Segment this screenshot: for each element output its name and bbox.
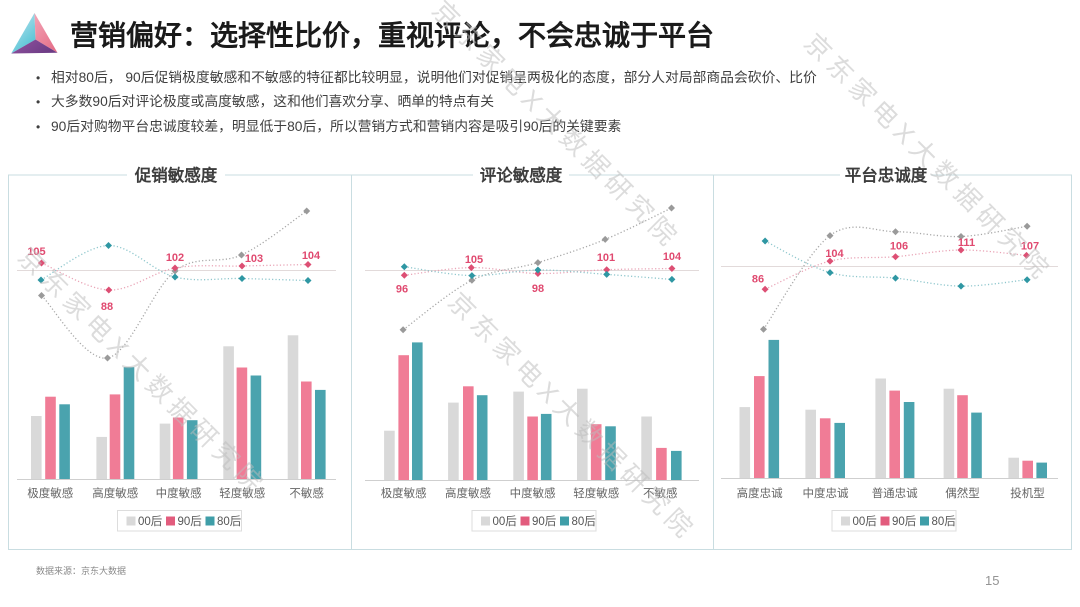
svg-text:偶然型: 偶然型 (945, 486, 980, 500)
svg-text:104: 104 (302, 250, 321, 262)
svg-text:98: 98 (532, 283, 544, 295)
svg-text:轻度敏感: 轻度敏感 (219, 486, 265, 500)
svg-text:90后: 90后 (532, 515, 556, 528)
svg-text:00后: 00后 (493, 515, 517, 528)
svg-text:96: 96 (396, 284, 408, 296)
svg-text:90后: 90后 (892, 515, 916, 528)
svg-text:中度忠诚: 中度忠诚 (803, 486, 849, 500)
svg-text:00后: 00后 (853, 515, 877, 528)
svg-text:高度敏感: 高度敏感 (92, 486, 138, 500)
svg-text:80后: 80后 (572, 515, 596, 528)
svg-text:中度敏感: 中度敏感 (510, 486, 556, 500)
svg-text:投机型: 投机型 (1010, 486, 1045, 500)
svg-text:105: 105 (465, 254, 483, 266)
svg-text:极度敏感: 极度敏感 (381, 486, 427, 500)
svg-text:88: 88 (101, 301, 113, 313)
svg-text:轻度敏感: 轻度敏感 (573, 486, 619, 500)
svg-text:评论敏感度: 评论敏感度 (480, 165, 563, 185)
svg-text:高度敏感: 高度敏感 (445, 486, 491, 500)
svg-text:104: 104 (663, 251, 682, 263)
svg-text:高度忠诚: 高度忠诚 (737, 486, 783, 500)
svg-text:80后: 80后 (217, 515, 241, 528)
svg-text:90后: 90后 (178, 515, 202, 528)
svg-text:极度敏感: 极度敏感 (27, 486, 73, 500)
svg-text:00后: 00后 (138, 515, 162, 528)
svg-text:中度敏感: 中度敏感 (156, 486, 202, 500)
svg-text:104: 104 (825, 248, 844, 260)
svg-text:111: 111 (958, 237, 975, 249)
svg-text:105: 105 (27, 246, 45, 258)
svg-text:促销敏感度: 促销敏感度 (134, 165, 218, 185)
svg-text:不敏感: 不敏感 (643, 486, 678, 500)
svg-text:80后: 80后 (932, 515, 956, 528)
svg-text:平台忠诚度: 平台忠诚度 (845, 165, 928, 185)
svg-text:107: 107 (1021, 241, 1039, 253)
svg-text:86: 86 (752, 274, 764, 286)
svg-text:普通忠诚: 普通忠诚 (872, 486, 918, 500)
svg-text:102: 102 (166, 252, 184, 264)
svg-text:106: 106 (890, 241, 908, 253)
svg-text:101: 101 (597, 252, 615, 264)
svg-text:不敏感: 不敏感 (289, 486, 324, 500)
svg-text:103: 103 (245, 253, 263, 265)
